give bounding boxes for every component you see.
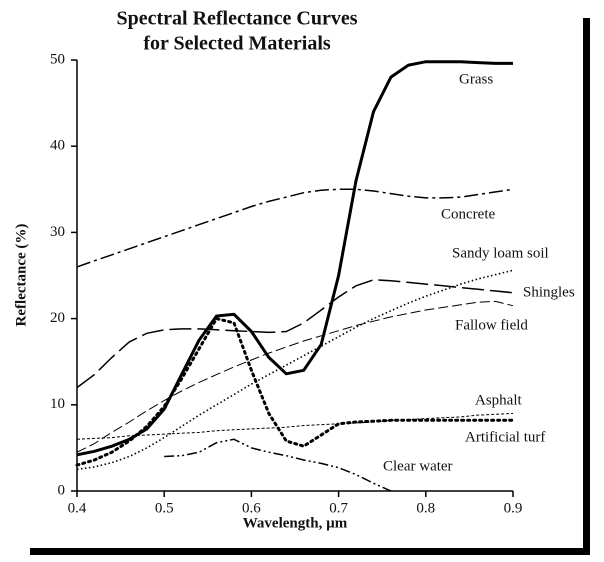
x-tick-label: 0.6 [242,500,261,516]
series-label: Grass [459,71,493,87]
y-tick-label: 10 [50,396,65,412]
chart-title: for Selected Materials [143,33,331,55]
x-tick-label: 0.5 [155,500,174,516]
y-axis-title: Reflectance (%) [13,224,29,327]
series-line [76,269,514,471]
x-tick-label: 0.9 [504,500,523,516]
x-axis-title: Wavelength, µm [243,515,348,531]
frame-shadow-right [583,18,590,555]
y-tick-label: 20 [50,310,65,326]
frame-shadow-bottom [30,548,590,555]
series-line [76,279,514,389]
series-label: Concrete [441,206,495,222]
series-line [76,188,514,268]
series-line [76,300,514,453]
series-line [76,60,513,457]
y-tick-label: 40 [50,138,65,154]
y-tick-label: 50 [50,51,65,67]
series-line [76,412,514,440]
x-tick-label: 0.4 [68,500,87,516]
series-label: Sandy loam soil [452,245,549,261]
series-line [164,438,392,492]
series-label: Asphalt [475,392,522,408]
series-line [75,316,515,467]
chart-title: Spectral Reflectance Curves [116,8,357,30]
y-tick-label: 30 [50,224,65,240]
series-label: Clear water [383,458,453,474]
y-tick-label: 0 [58,482,66,498]
series-label: Fallow field [455,317,528,333]
series-label: Artificial turf [465,429,545,445]
x-tick-label: 0.7 [329,500,348,516]
x-tick-label: 0.8 [416,500,435,516]
series-label: Shingles [523,284,575,300]
